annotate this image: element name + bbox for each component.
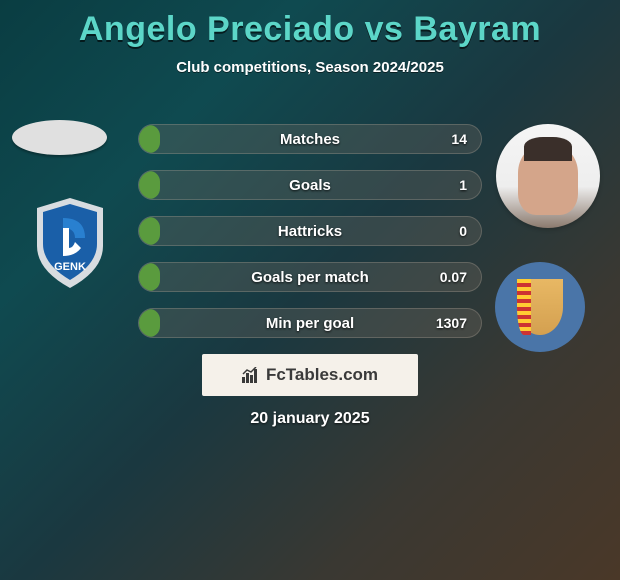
- brand-text: FcTables.com: [266, 365, 378, 385]
- stat-row-goals-per-match: Goals per match 0.07: [138, 262, 482, 292]
- right-club-crest: [495, 262, 585, 352]
- stat-label: Min per goal: [139, 315, 481, 332]
- left-club-crest: GENK: [35, 198, 105, 288]
- left-player-avatar: [12, 120, 107, 155]
- footer-brand: FcTables.com: [202, 354, 418, 396]
- stats-container: Matches 14 Goals 1 Hattricks 0 Goals per…: [138, 124, 482, 354]
- stat-value: 1: [459, 177, 467, 193]
- stat-value: 14: [451, 131, 467, 147]
- page-title: Angelo Preciado vs Bayram: [0, 0, 620, 49]
- stat-row-hattricks: Hattricks 0: [138, 216, 482, 246]
- stat-value: 0: [459, 223, 467, 239]
- page-subtitle: Club competitions, Season 2024/2025: [0, 59, 620, 76]
- stat-label: Matches: [139, 131, 481, 148]
- stat-value: 1307: [436, 315, 467, 331]
- stat-label: Hattricks: [139, 223, 481, 240]
- left-club-label: GENK: [54, 261, 86, 273]
- footer-date: 20 january 2025: [0, 410, 620, 428]
- chart-icon: [242, 367, 262, 383]
- stat-row-min-per-goal: Min per goal 1307: [138, 308, 482, 338]
- face-placeholder-icon: [518, 145, 578, 215]
- stat-label: Goals per match: [139, 269, 481, 286]
- stat-row-matches: Matches 14: [138, 124, 482, 154]
- stat-value: 0.07: [440, 269, 467, 285]
- stat-label: Goals: [139, 177, 481, 194]
- crest-inner-icon: [517, 279, 563, 335]
- stat-row-goals: Goals 1: [138, 170, 482, 200]
- right-player-avatar: [496, 124, 600, 228]
